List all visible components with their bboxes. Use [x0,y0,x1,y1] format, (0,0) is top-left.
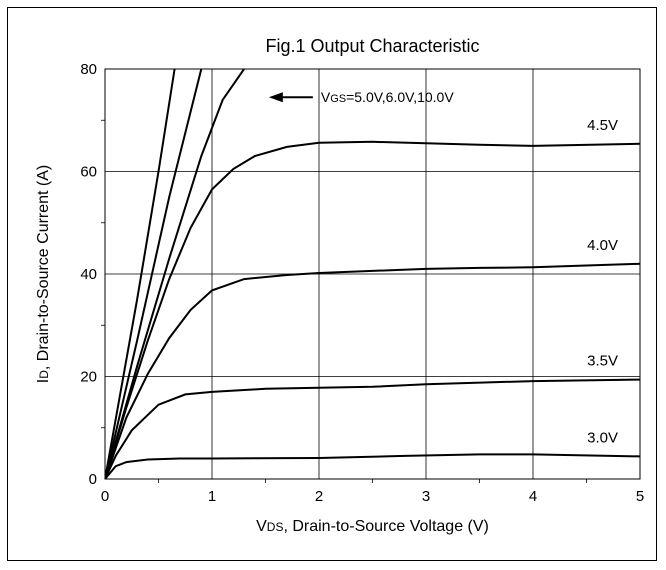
annotation-text: VGS=5.0V,6.0V,10.0V [321,89,454,105]
x-tick-label: 2 [315,488,323,505]
series-line-4-0V [105,262,640,479]
annotation-arrow-head [268,92,283,103]
series-line-3-0V [105,453,640,479]
y-tick-label: 80 [80,61,97,78]
x-tick-label: 4 [529,488,537,505]
series-label: 3.0V [587,429,618,446]
chart-svg: Fig.1 Output Characteristic 0 1 2 3 4 5 0 20 40 60… [35,36,644,535]
chart-title: Fig.1 Output Characteristic [265,36,479,56]
x-tick-label: 1 [208,488,216,505]
series-line-vgs-3 [105,69,176,479]
y-tick-label: 40 [80,266,97,283]
chart-frame: Fig.1 Output Characteristic 0 1 2 3 4 5 0 20 40 60… [7,7,657,561]
series-line-vgs-1 [105,69,245,479]
series-line-3-5V [105,378,640,479]
x-axis-label: VDS, Drain-to-Source Voltage (V) [256,518,489,535]
y-tick-label: 60 [80,164,97,181]
series-line-4-5V [105,140,640,479]
x-tick-label: 0 [101,488,109,505]
series-label: 4.5V [587,117,618,134]
y-tick-label: 20 [80,369,97,386]
series-line-vgs-2 [105,69,203,479]
plot-area [104,68,641,480]
y-tick-label: 0 [89,471,97,488]
x-tick-label: 3 [422,488,430,505]
y-axis-label: ID, Drain-to-Source Current (A) [35,165,52,384]
x-tick-label: 5 [636,488,644,505]
series-label: 3.5V [587,353,618,370]
series-label: 4.0V [587,237,618,254]
